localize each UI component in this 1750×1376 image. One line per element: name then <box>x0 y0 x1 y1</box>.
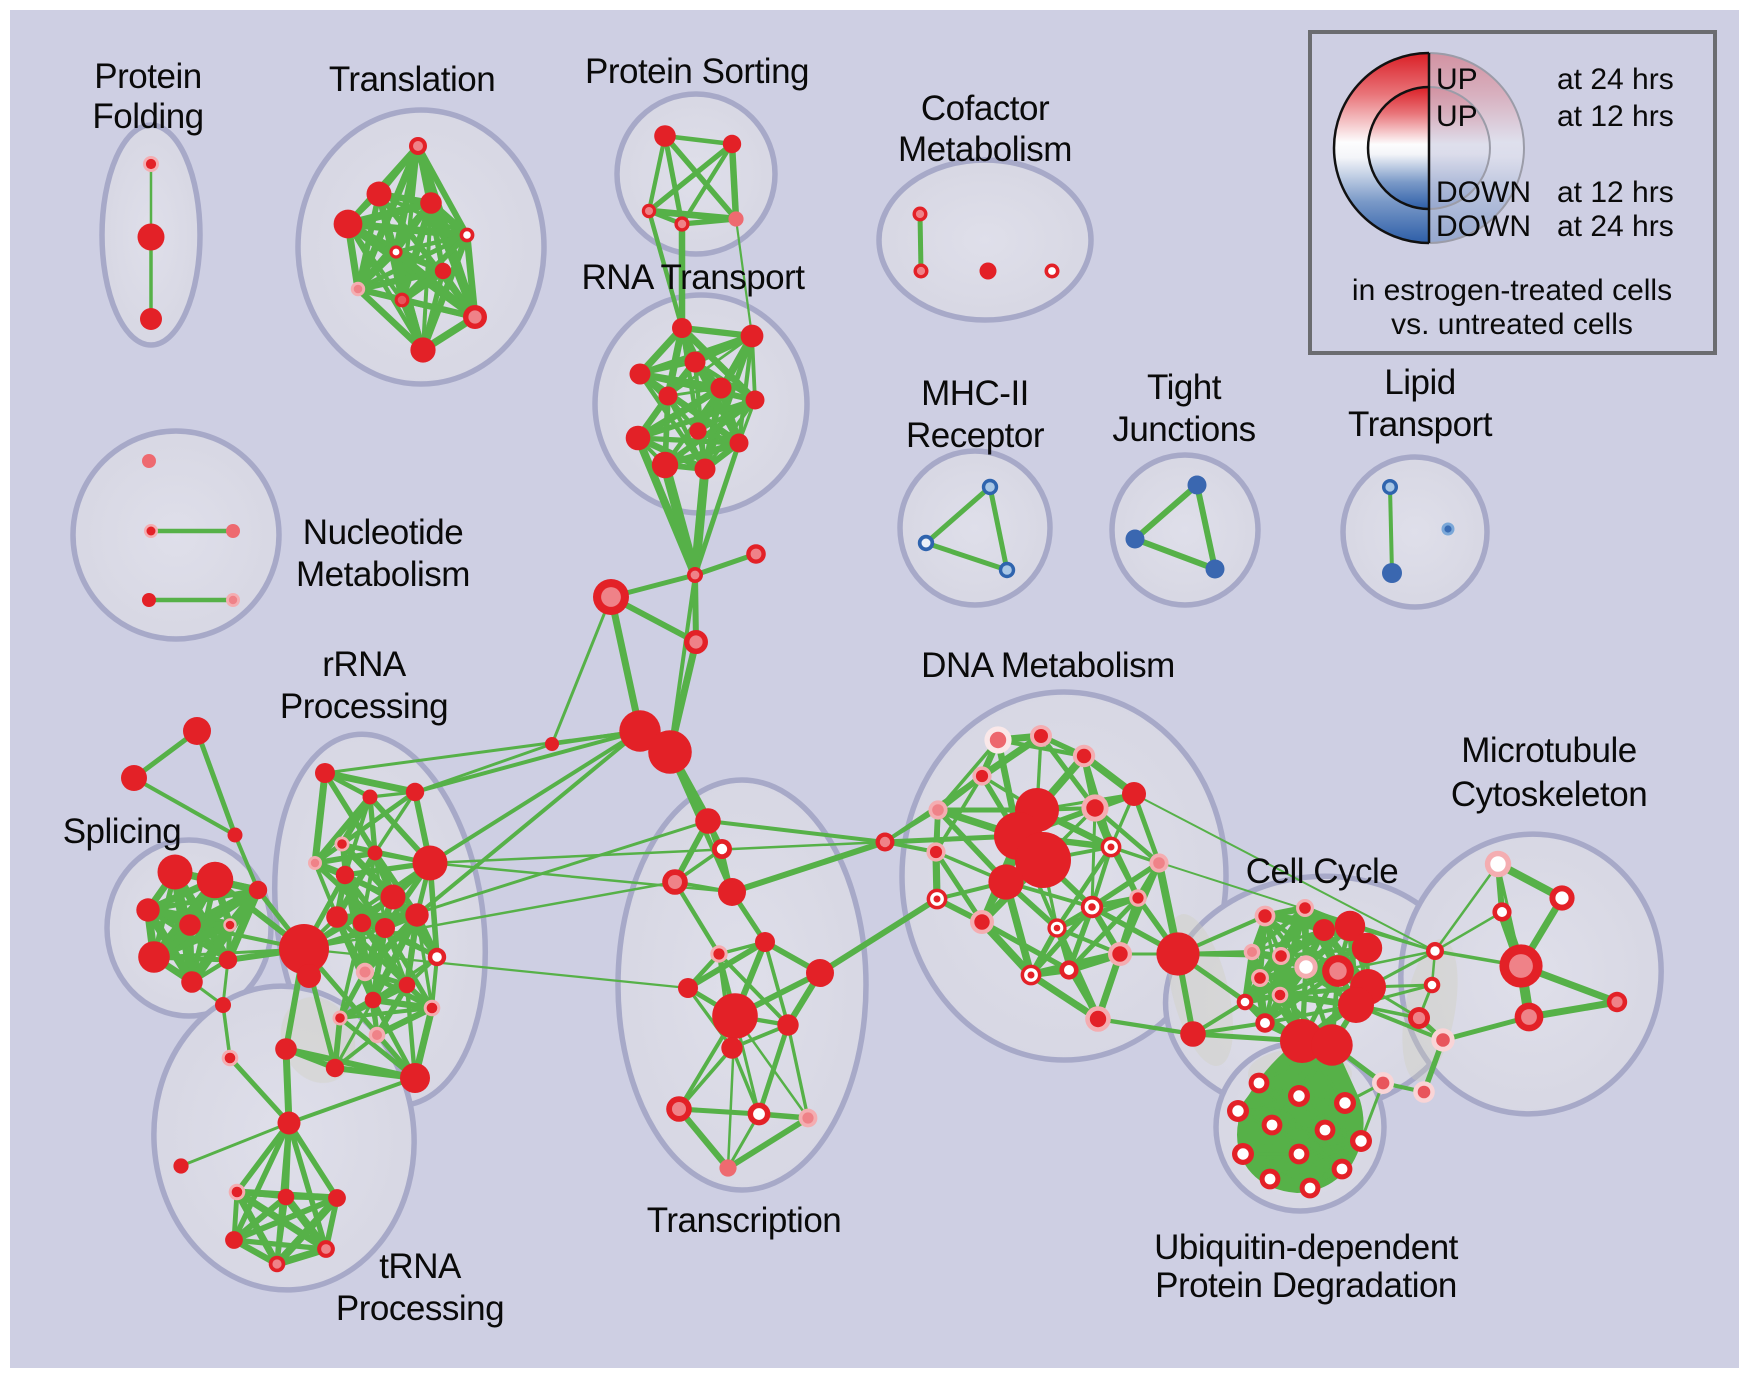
svg-text:DOWN: DOWN <box>1436 210 1531 243</box>
svg-text:Receptor: Receptor <box>906 416 1045 455</box>
svg-text:rRNA: rRNA <box>322 645 407 684</box>
svg-text:Nucleotide: Nucleotide <box>303 513 463 552</box>
svg-text:Processing: Processing <box>336 1289 504 1328</box>
svg-text:Protein Degradation: Protein Degradation <box>1155 1266 1457 1305</box>
svg-text:tRNA: tRNA <box>379 1247 462 1286</box>
svg-text:Junctions: Junctions <box>1112 410 1255 449</box>
svg-text:Lipid: Lipid <box>1384 363 1455 402</box>
svg-text:at 24 hrs: at 24 hrs <box>1557 63 1674 96</box>
svg-text:at 12 hrs: at 12 hrs <box>1557 176 1674 209</box>
svg-text:Microtubule: Microtubule <box>1461 731 1636 770</box>
svg-text:DOWN: DOWN <box>1436 176 1531 209</box>
svg-text:Folding: Folding <box>92 97 203 136</box>
svg-text:UP: UP <box>1436 63 1478 96</box>
svg-text:at 24 hrs: at 24 hrs <box>1557 210 1674 243</box>
svg-text:Transcription: Transcription <box>647 1201 842 1240</box>
svg-text:Metabolism: Metabolism <box>296 555 470 594</box>
svg-text:Metabolism: Metabolism <box>898 130 1072 169</box>
svg-text:in estrogen-treated cells: in estrogen-treated cells <box>1352 274 1672 307</box>
svg-text:RNA Transport: RNA Transport <box>581 258 805 297</box>
svg-text:Translation: Translation <box>329 60 495 99</box>
svg-text:at 12 hrs: at 12 hrs <box>1557 100 1674 133</box>
svg-text:MHC-II: MHC-II <box>921 374 1029 413</box>
svg-text:Protein: Protein <box>94 57 201 96</box>
svg-text:Cofactor: Cofactor <box>921 89 1050 128</box>
svg-text:Splicing: Splicing <box>63 812 182 851</box>
svg-text:Processing: Processing <box>280 687 448 726</box>
svg-text:UP: UP <box>1436 100 1478 133</box>
svg-text:DNA Metabolism: DNA Metabolism <box>921 646 1175 685</box>
svg-text:Cytoskeleton: Cytoskeleton <box>1451 775 1647 814</box>
svg-text:Ubiquitin-dependent: Ubiquitin-dependent <box>1154 1228 1459 1267</box>
svg-text:vs. untreated cells: vs. untreated cells <box>1391 308 1633 341</box>
svg-text:Cell Cycle: Cell Cycle <box>1246 852 1399 891</box>
svg-text:Tight: Tight <box>1147 368 1222 407</box>
svg-text:Transport: Transport <box>1348 405 1493 444</box>
svg-text:Protein Sorting: Protein Sorting <box>585 52 809 91</box>
